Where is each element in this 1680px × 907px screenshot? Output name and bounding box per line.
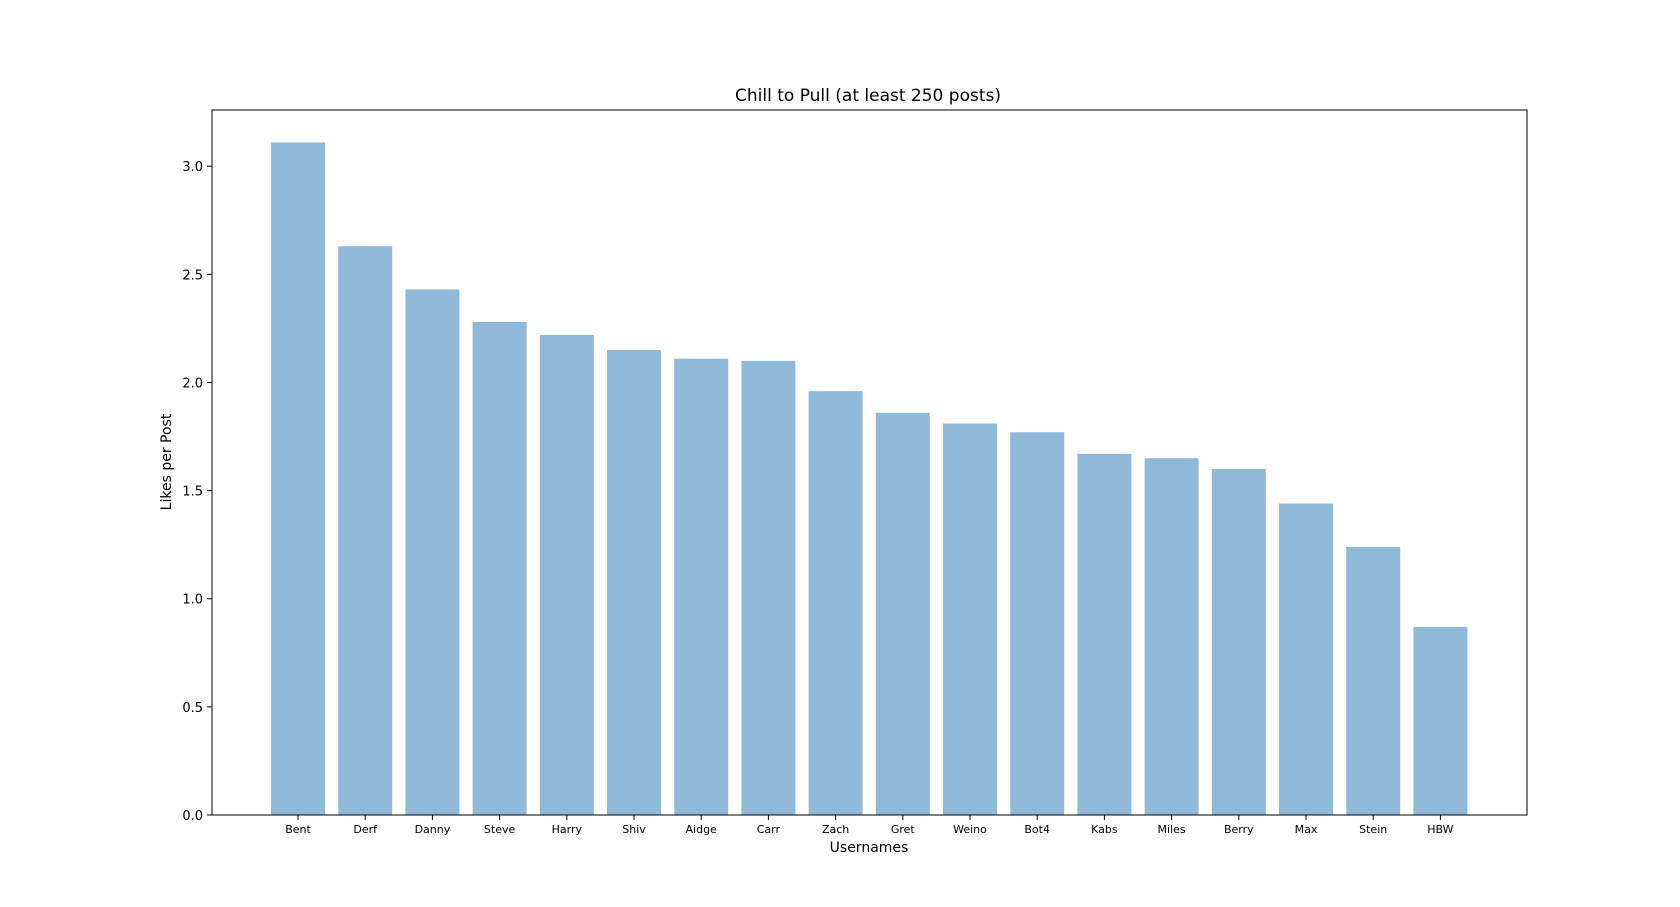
x-tick-label: Weino bbox=[953, 823, 987, 836]
y-tick-label: 0.5 bbox=[182, 701, 203, 716]
y-axis-ticks: 0.0 0.5 1.0 1.5 2.0 2.5 3.0 bbox=[182, 160, 212, 824]
bars-group bbox=[271, 142, 1468, 816]
x-tick-label: Derf bbox=[353, 823, 378, 836]
bar-kabs bbox=[1077, 453, 1132, 815]
bar-carr bbox=[741, 360, 796, 815]
x-tick-label: Aidge bbox=[686, 823, 718, 836]
x-tick-label: Harry bbox=[552, 823, 583, 836]
y-axis-label: Likes per Post bbox=[159, 413, 175, 510]
bar-gret bbox=[875, 412, 930, 815]
x-tick-label: Berry bbox=[1224, 823, 1254, 836]
x-tick-label: Gret bbox=[891, 823, 916, 836]
bar-bot4 bbox=[1010, 432, 1065, 815]
bar-stein bbox=[1346, 546, 1401, 815]
chart-title: Chill to Pull (at least 250 posts) bbox=[735, 86, 1001, 106]
x-tick-label: Stein bbox=[1359, 823, 1387, 836]
x-tick-label: HBW bbox=[1427, 823, 1453, 836]
bar-max bbox=[1279, 503, 1333, 815]
axes-frame bbox=[211, 109, 1528, 816]
x-tick-label: Miles bbox=[1158, 823, 1186, 836]
y-tick-label: 1.5 bbox=[182, 485, 203, 500]
bar-weino bbox=[943, 423, 997, 815]
x-tick-label: Shiv bbox=[622, 823, 646, 836]
bar-derf bbox=[338, 246, 393, 816]
bar-aidge bbox=[674, 358, 729, 815]
bar-bent bbox=[271, 142, 325, 815]
x-tick-label: Bot4 bbox=[1024, 823, 1050, 836]
x-axis-ticks: Bent Derf Danny Steve Harry Shiv Aidge Carr Zach… bbox=[285, 815, 1454, 836]
x-tick-label: Zach bbox=[822, 823, 849, 836]
bar-steve bbox=[472, 321, 527, 815]
x-tick-label: Max bbox=[1295, 823, 1318, 836]
y-tick-label: 1.0 bbox=[182, 593, 203, 608]
x-tick-label: Bent bbox=[285, 823, 311, 836]
bar-harry bbox=[539, 334, 594, 815]
y-tick-label: 2.5 bbox=[182, 268, 203, 283]
x-tick-label: Steve bbox=[484, 823, 516, 836]
bar-berry bbox=[1211, 468, 1266, 815]
x-tick-label: Carr bbox=[757, 823, 781, 836]
y-tick-label: 3.0 bbox=[182, 160, 203, 175]
bar-danny bbox=[405, 289, 460, 815]
x-axis-label: Usernames bbox=[830, 840, 909, 856]
bar-shiv bbox=[607, 350, 661, 815]
bar-miles bbox=[1144, 458, 1199, 815]
x-tick-label: Kabs bbox=[1091, 823, 1118, 836]
y-tick-label: 2.0 bbox=[182, 376, 203, 391]
bar-zach bbox=[808, 391, 863, 815]
x-tick-label: Danny bbox=[415, 823, 451, 836]
y-tick-label: 0.0 bbox=[182, 809, 203, 824]
bar-hbw bbox=[1413, 626, 1468, 815]
